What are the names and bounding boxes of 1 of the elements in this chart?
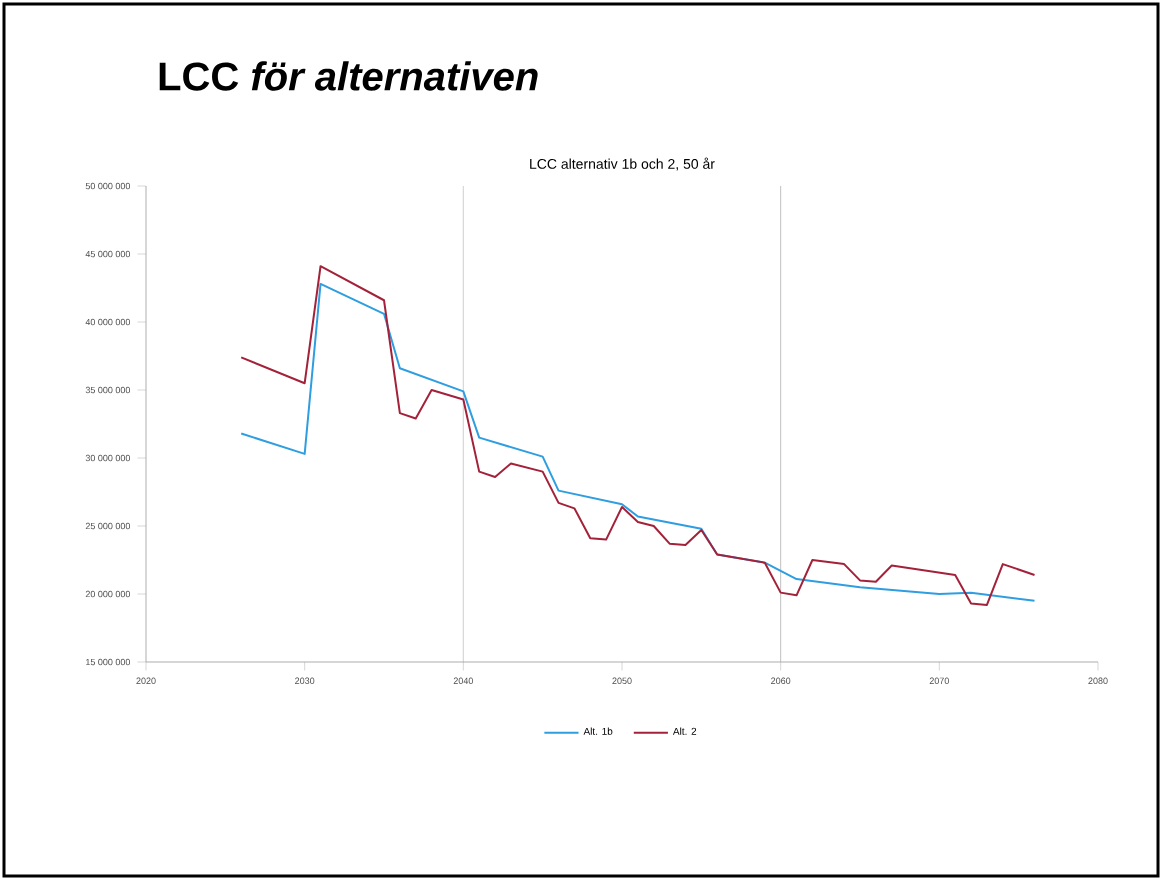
chart-title: LCC för alternativen (159, 61, 538, 91)
